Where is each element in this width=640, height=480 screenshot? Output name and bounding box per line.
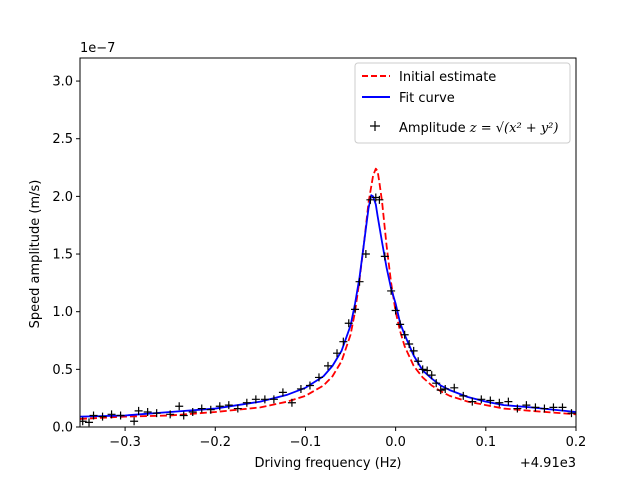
amplitude-point [396,320,405,329]
amplitude-point [441,384,450,393]
x-tick-label: −0.2 [199,435,231,450]
amplitude-point [339,337,348,346]
y-axis-label: Speed amplitude (m/s) [28,180,43,329]
legend-label-amplitude: Amplitude z = √(x² + y²) [399,121,558,136]
amplitude-point [432,379,441,388]
amplitude-point [85,418,94,427]
y-tick-label: 3.0 [52,75,73,90]
x-offset-label: +4.91e3 [520,456,576,471]
x-tick-label: 0.2 [566,435,587,450]
amplitude-point [278,388,287,397]
amplitude-point [98,412,107,421]
x-tick-label: −0.1 [290,435,322,450]
amplitude-point [116,411,125,420]
x-tick-label: −0.3 [109,435,141,450]
amplitude-point [324,361,332,370]
legend-label-initial: Initial estimate [399,70,496,85]
plot-area [80,167,576,427]
y-scale-label: 1e−7 [80,41,115,56]
amplitude-point [224,401,233,410]
amplitude-point [179,411,188,420]
amplitude-point [567,409,576,418]
amplitude-point [175,402,184,411]
amplitude-point [387,286,396,295]
y-tick-label: 1.5 [52,248,73,263]
amplitude-point [206,405,215,414]
amplitude-point [418,365,427,374]
amplitude-point [436,386,445,395]
amplitude-point [409,346,418,355]
amplitude-point [531,403,540,412]
amplitude-point [260,395,269,404]
amplitude-point [107,410,116,419]
amplitude-point [197,404,206,413]
amplitude-point [361,250,370,259]
axes: −0.3 −0.2 −0.1 0.0 0.1 0.2 0.0 0.5 1.0 1.5 2.0 2.5 3… [52,57,587,450]
amplitude-point [423,366,432,375]
amplitude-point [296,384,305,393]
amplitude-point [477,395,486,404]
amplitude-point [380,252,389,261]
y-tick-label: 0.5 [52,363,73,378]
amplitude-point [405,339,414,348]
amplitude-point [495,398,504,407]
legend-amplitude-prefix: Amplitude [399,121,470,136]
amplitude-point [314,373,323,382]
amplitude-point [251,395,260,404]
amplitude-point [522,401,531,410]
amplitude-point [333,349,342,358]
amplitude-point [130,417,139,426]
amplitude-point [89,411,98,420]
amplitude-point [166,410,175,419]
x-tick-label: 0.0 [385,435,406,450]
amplitude-point [414,357,423,366]
amplitude-point [540,404,549,413]
fit-curve-line [80,194,576,418]
amplitude-point [242,398,251,407]
legend-amplitude-formula: z = √(x² + y²) [469,121,559,136]
amplitude-point [287,398,296,407]
legend-frame [354,62,571,144]
amplitude-point [215,402,224,411]
amplitude-point [305,381,314,390]
y-tick-label: 0.0 [52,421,73,436]
amplitude-point [391,306,400,315]
plot-frame [79,57,577,428]
x-axis-label: Driving frequency (Hz) [255,456,402,471]
amplitude-point [400,330,409,339]
amplitude-point [269,395,278,404]
amplitude-point [344,319,353,328]
legend-marker-amplitude [370,121,380,131]
amplitude-point [459,391,468,400]
amplitude-point [366,195,375,204]
amplitude-point [375,195,384,204]
amplitude-point [468,397,477,406]
y-tick-label: 2.0 [52,190,73,205]
amplitude-point [188,408,197,417]
amplitude-point [486,396,495,405]
amplitude-point [558,403,567,412]
amplitude-point [351,305,360,314]
initial-estimate-line [80,167,576,420]
y-tick-label: 1.0 [52,305,73,320]
legend-label-fit: Fit curve [399,91,455,106]
x-tick-label: 0.1 [475,435,496,450]
amplitude-point [233,404,242,413]
legend: Initial estimate Fit curve Amplitude z =… [354,62,571,144]
y-tick-label: 2.5 [52,132,73,147]
amplitude-point [450,383,459,392]
amplitude-point [134,406,143,415]
amplitude-point [549,403,558,412]
amplitude-point [504,397,513,406]
amplitude-point [152,409,161,418]
amplitude-point [513,404,522,413]
amplitude-point [355,277,364,286]
amplitude-point [427,371,436,380]
amplitude-point [143,408,152,417]
